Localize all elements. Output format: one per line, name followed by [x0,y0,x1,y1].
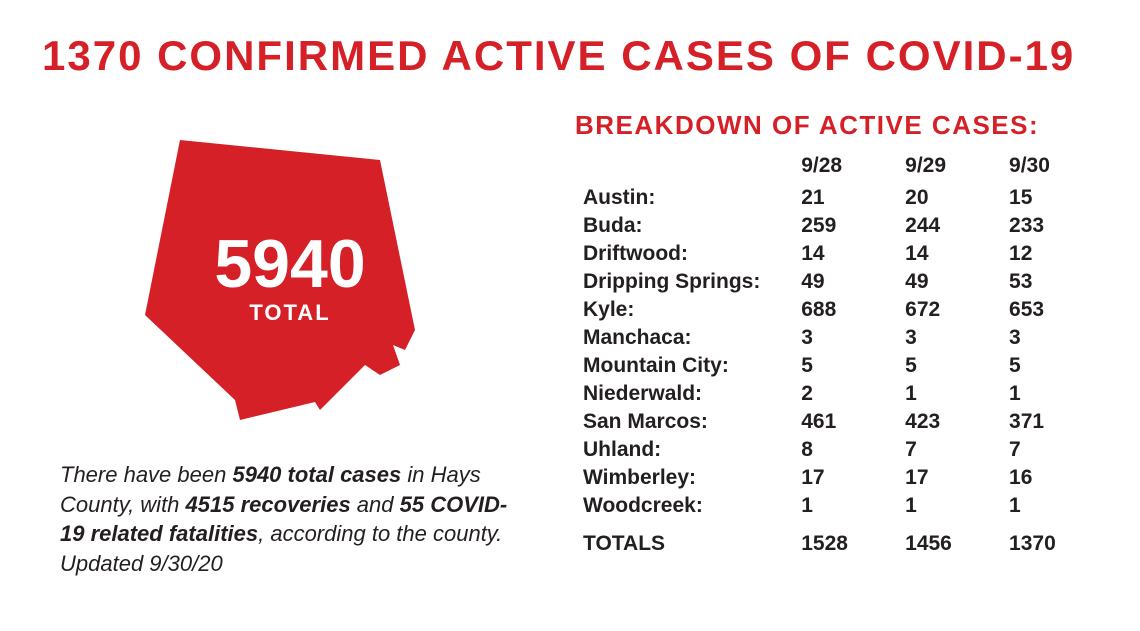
value-cell: 5 [793,352,897,380]
value-cell: 17 [793,464,897,492]
value-cell: 14 [897,240,1001,268]
city-cell: San Marcos: [575,408,793,436]
breakdown-title: BREAKDOWN OF ACTIVE CASES: [575,110,1105,141]
table-row: Manchaca:333 [575,324,1105,352]
table-row: Dripping Springs:494953 [575,268,1105,296]
city-cell: Woodcreek: [575,492,793,520]
value-cell: 49 [793,268,897,296]
city-cell: Driftwood: [575,240,793,268]
value-cell: 7 [1001,436,1105,464]
city-cell: Dripping Springs: [575,268,793,296]
city-cell: Wimberley: [575,464,793,492]
city-cell: Mountain City: [575,352,793,380]
value-cell: 1 [897,380,1001,408]
value-cell: 259 [793,212,897,240]
table-row: Buda:259244233 [575,212,1105,240]
table-header-date2: 9/29 [897,151,1001,184]
value-cell: 7 [897,436,1001,464]
county-map: 5940 TOTAL [120,120,460,440]
table-header-date1: 9/28 [793,151,897,184]
value-cell: 17 [897,464,1001,492]
value-cell: 244 [897,212,1001,240]
value-cell: 688 [793,296,897,324]
table-row: Woodcreek:111 [575,492,1105,520]
value-cell: 233 [1001,212,1105,240]
value-cell: 5 [897,352,1001,380]
city-cell: Niederwald: [575,380,793,408]
map-total-number: 5940 [120,230,460,298]
summary-mid2: and [351,492,400,517]
value-cell: 423 [897,408,1001,436]
table-row: Driftwood:141412 [575,240,1105,268]
value-cell: 15 [1001,184,1105,212]
totals-row: TOTALS152814561370 [575,520,1105,558]
city-cell: Buda: [575,212,793,240]
table-row: San Marcos:461423371 [575,408,1105,436]
value-cell: 12 [1001,240,1105,268]
totals-value: 1370 [1001,520,1105,558]
table-row: Kyle:688672653 [575,296,1105,324]
value-cell: 1 [1001,380,1105,408]
value-cell: 21 [793,184,897,212]
table-row: Niederwald:211 [575,380,1105,408]
value-cell: 461 [793,408,897,436]
value-cell: 1 [1001,492,1105,520]
value-cell: 14 [793,240,897,268]
totals-value: 1528 [793,520,897,558]
table-row: Austin:212015 [575,184,1105,212]
city-cell: Kyle: [575,296,793,324]
summary-text: There have been 5940 total cases in Hays… [60,460,520,579]
value-cell: 3 [897,324,1001,352]
table-header-empty [575,151,793,184]
right-column: BREAKDOWN OF ACTIVE CASES: 9/28 9/29 9/3… [575,110,1105,558]
value-cell: 53 [1001,268,1105,296]
table-header-row: 9/28 9/29 9/30 [575,151,1105,184]
map-total-label: TOTAL [120,300,460,326]
value-cell: 672 [897,296,1001,324]
summary-bold2: 4515 recoveries [186,492,351,517]
value-cell: 5 [1001,352,1105,380]
value-cell: 653 [1001,296,1105,324]
value-cell: 8 [793,436,897,464]
value-cell: 20 [897,184,1001,212]
value-cell: 49 [897,268,1001,296]
table-row: Mountain City:555 [575,352,1105,380]
value-cell: 2 [793,380,897,408]
value-cell: 16 [1001,464,1105,492]
city-cell: Austin: [575,184,793,212]
value-cell: 371 [1001,408,1105,436]
table-header-date3: 9/30 [1001,151,1105,184]
totals-label: TOTALS [575,520,793,558]
summary-bold1: 5940 total cases [232,462,401,487]
summary-prefix: There have been [60,462,232,487]
totals-value: 1456 [897,520,1001,558]
breakdown-table: 9/28 9/29 9/30 Austin:212015Buda:2592442… [575,151,1105,558]
left-column: 5940 TOTAL There have been 5940 total ca… [60,110,520,579]
value-cell: 3 [1001,324,1105,352]
value-cell: 1 [897,492,1001,520]
value-cell: 1 [793,492,897,520]
value-cell: 3 [793,324,897,352]
city-cell: Uhland: [575,436,793,464]
headline: 1370 CONFIRMED ACTIVE CASES OF COVID-19 [42,32,1098,80]
table-row: Uhland:877 [575,436,1105,464]
table-row: Wimberley:171716 [575,464,1105,492]
city-cell: Manchaca: [575,324,793,352]
